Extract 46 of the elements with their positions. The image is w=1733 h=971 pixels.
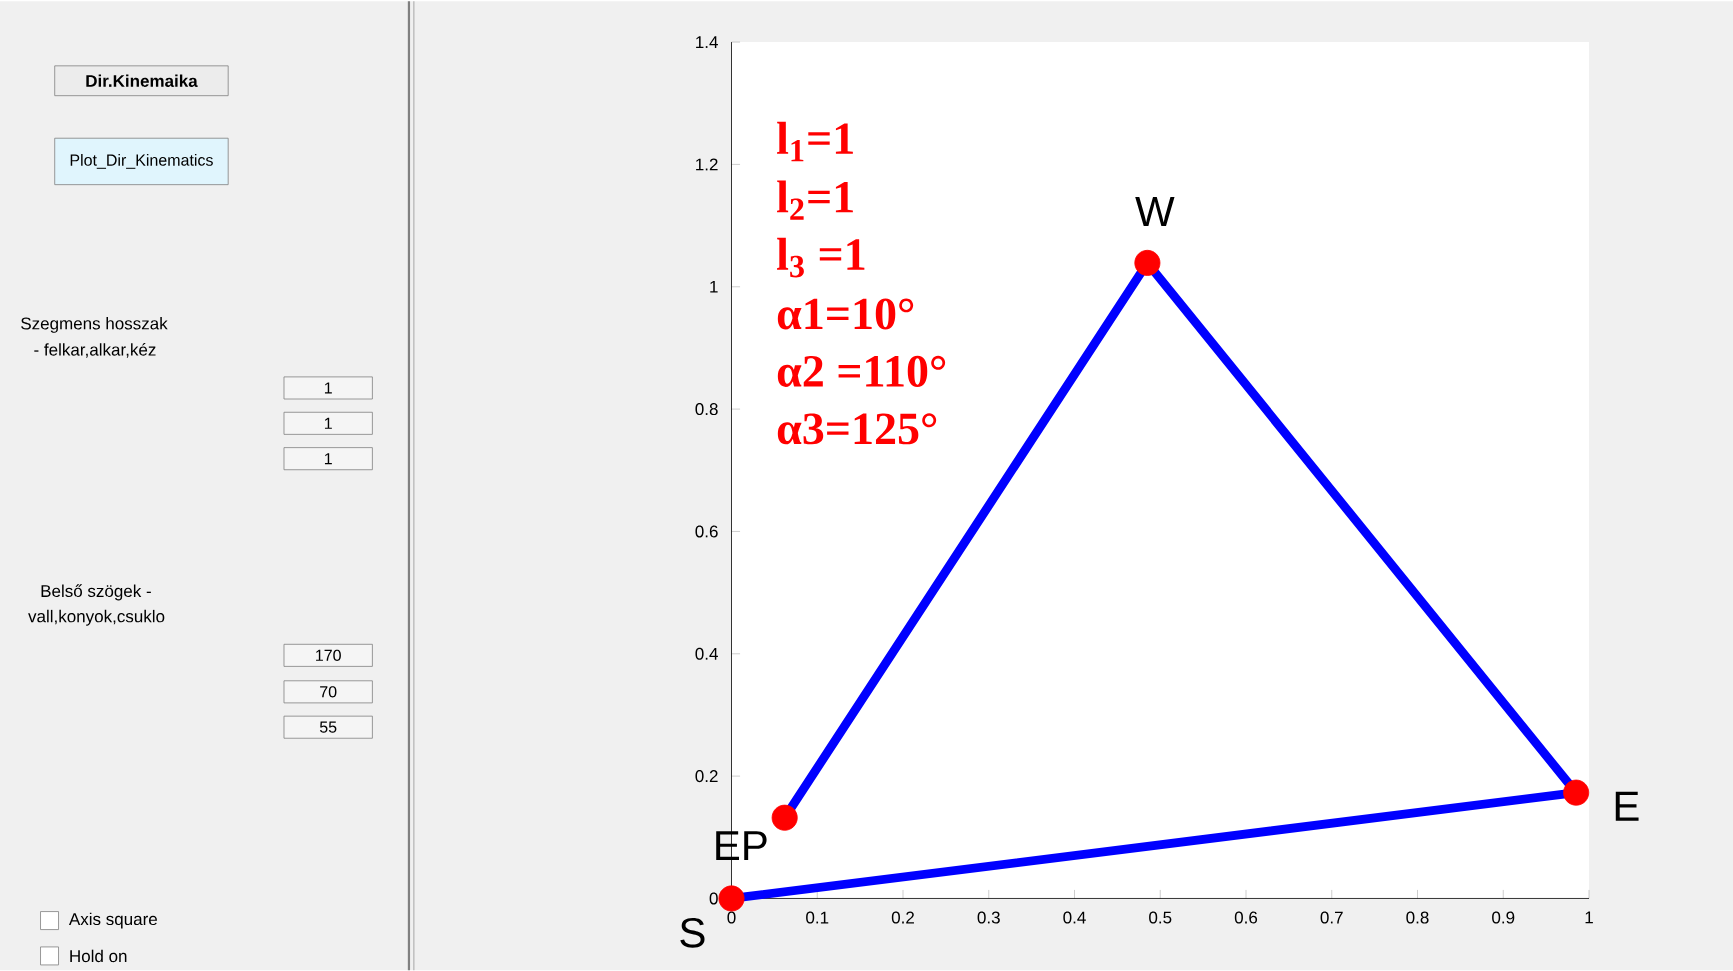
x-tick-label: 0.5 (1149, 911, 1172, 924)
point (771, 804, 798, 831)
text: Axis square (68, 912, 157, 929)
text: 1 (324, 452, 332, 464)
annotation: W (1135, 196, 1175, 226)
point (1134, 249, 1161, 276)
x-tick-label: 0.1 (806, 911, 829, 924)
y-tick-label: 0.4 (695, 647, 718, 660)
x-tick-label: 0.8 (1406, 911, 1429, 924)
x-tick-label: 0.6 (1234, 911, 1258, 924)
y-tick-label: 0.8 (695, 402, 718, 415)
annotation: l$_{1}$=1 (777, 121, 853, 162)
annotation: S (680, 917, 705, 948)
text: - felkar,alkar,kéz (34, 342, 156, 358)
y-tick-label: 1 (710, 280, 718, 293)
text: Szegmens hosszak (21, 316, 168, 333)
x-tick-label: 0.3 (977, 911, 1000, 924)
point (718, 885, 745, 912)
text: Hold on (70, 949, 127, 962)
text: 70 (320, 685, 337, 698)
y-tick-label: 0.2 (695, 769, 718, 782)
x-tick-label: 0.2 (891, 911, 914, 924)
text: 1 (324, 382, 332, 394)
text: Plot_Dir_Kinematics (70, 153, 213, 169)
text: 55 (319, 721, 337, 733)
annotation: l$_{2}$=1 (777, 180, 853, 220)
annotation: α2 =110° (777, 355, 946, 387)
annotation: α1=10° (777, 298, 914, 330)
x-tick-label: 0.4 (1063, 911, 1086, 924)
text: Belső szögek - (41, 584, 151, 601)
point (1563, 779, 1590, 806)
text: Dir.Kinemaika (86, 74, 198, 87)
annotation: l$_{3}$ =1 (777, 237, 865, 278)
y-tick-label: 1.2 (696, 158, 718, 171)
y-tick-label: 0 (709, 892, 718, 905)
text: vall,konyok,csuklo (28, 609, 165, 626)
x-tick-label: 0 (727, 911, 736, 924)
text: 1 (324, 417, 332, 429)
x-tick-label: 0.9 (1492, 911, 1515, 924)
annotation: E (1615, 791, 1639, 821)
y-tick-label: 1.4 (696, 36, 718, 48)
annotation: α3=125° (777, 413, 937, 445)
text: 170 (316, 649, 341, 661)
x-tick-label: 0.7 (1320, 911, 1343, 924)
y-tick-label: 0.6 (695, 525, 718, 538)
x-tick-label: 1 (1585, 911, 1593, 924)
